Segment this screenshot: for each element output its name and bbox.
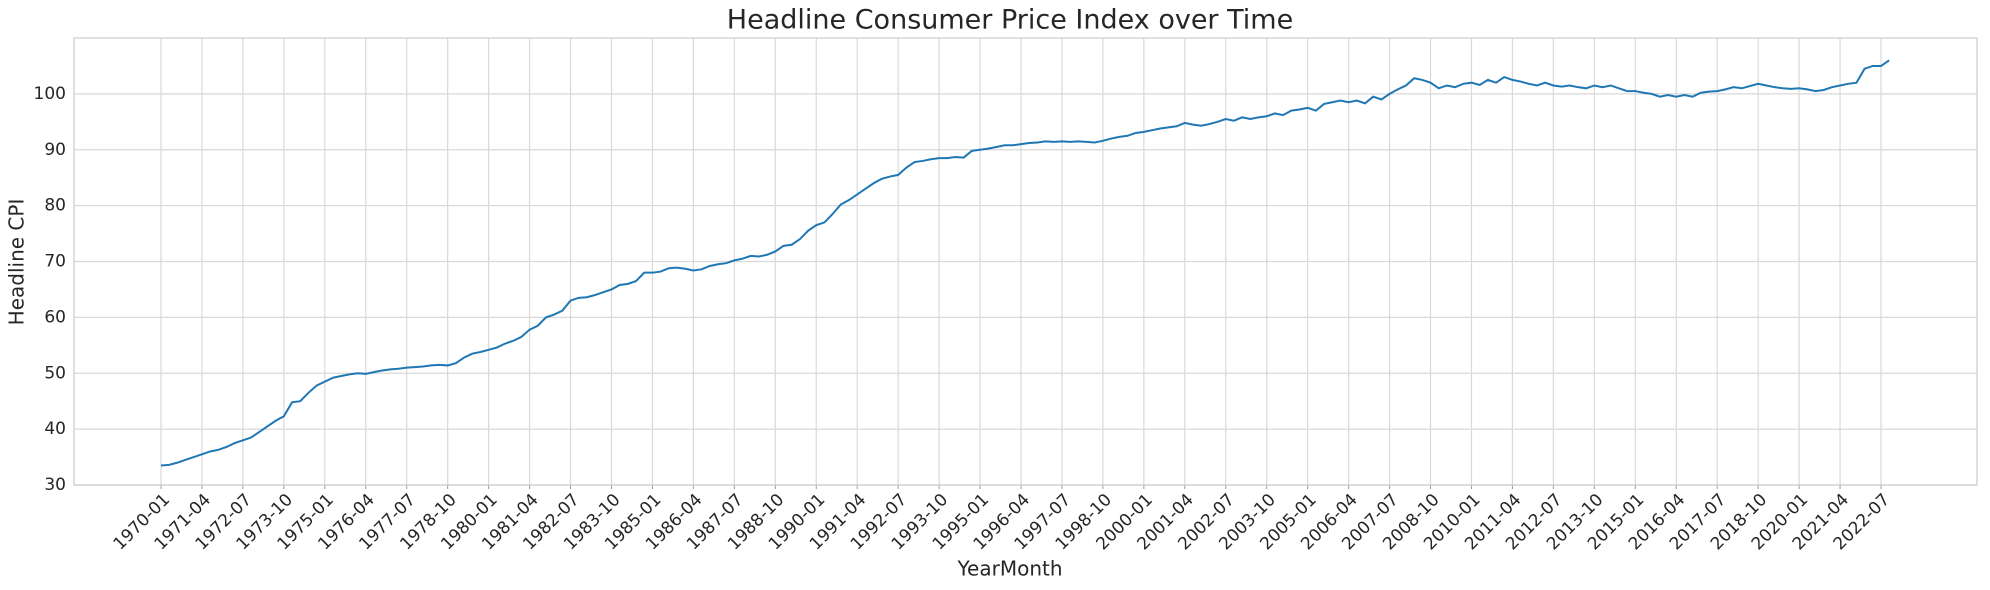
y-tick-label: 40 bbox=[44, 419, 66, 439]
y-tick-label: 50 bbox=[44, 363, 66, 383]
y-tick-label: 100 bbox=[34, 84, 66, 104]
y-tick-label: 90 bbox=[44, 140, 66, 160]
y-tick-label: 30 bbox=[44, 475, 66, 495]
plot-frame bbox=[73, 37, 1978, 486]
cpi-line bbox=[160, 59, 1890, 467]
y-tick-label: 80 bbox=[44, 196, 66, 216]
chart-title: Headline Consumer Price Index over Time bbox=[727, 5, 1293, 36]
y-axis-label: Headline CPI bbox=[5, 199, 29, 326]
y-tick-label: 70 bbox=[44, 252, 66, 272]
x-axis-label: YearMonth bbox=[956, 557, 1062, 581]
y-tick-label: 60 bbox=[44, 307, 66, 327]
